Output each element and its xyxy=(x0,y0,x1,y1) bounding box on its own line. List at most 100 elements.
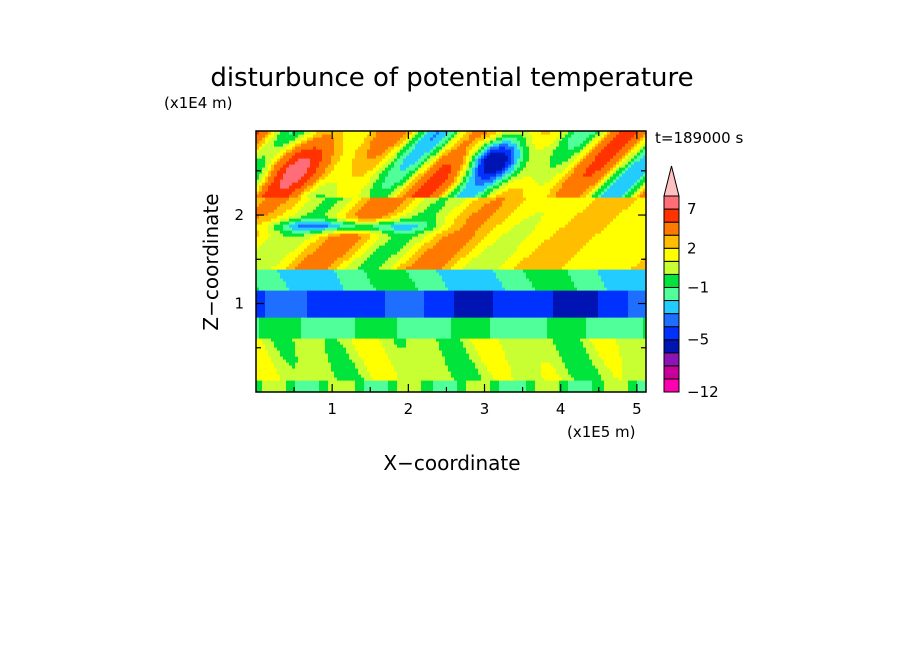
heatmap-cell xyxy=(586,356,590,360)
heatmap-cell xyxy=(616,356,620,360)
heatmap-cell xyxy=(415,389,419,392)
heatmap-cell xyxy=(358,344,362,348)
heatmap-cell xyxy=(268,287,272,291)
heatmap-cell xyxy=(511,317,515,321)
heatmap-cell xyxy=(598,308,602,312)
heatmap-cell xyxy=(364,353,368,357)
heatmap-cell xyxy=(499,389,503,392)
heatmap-cell xyxy=(526,374,530,378)
heatmap-cell xyxy=(358,317,362,321)
heatmap-cell xyxy=(412,332,416,336)
heatmap-cell xyxy=(274,332,278,336)
heatmap-cell xyxy=(475,374,479,378)
heatmap-cell xyxy=(634,365,638,369)
heatmap-cell xyxy=(622,320,626,324)
heatmap-cell xyxy=(466,347,470,351)
heatmap-cell xyxy=(421,338,425,342)
heatmap-cell xyxy=(412,314,416,318)
heatmap-cell xyxy=(316,350,320,354)
heatmap-cell xyxy=(526,353,530,357)
heatmap-cell xyxy=(403,353,407,357)
heatmap-cell xyxy=(415,380,419,384)
heatmap-cell xyxy=(343,359,347,363)
heatmap-cell xyxy=(427,374,431,378)
heatmap-cell xyxy=(403,284,407,288)
heatmap-cell xyxy=(466,365,470,369)
heatmap-cell xyxy=(565,281,569,285)
heatmap-cell xyxy=(325,383,329,387)
heatmap-cell xyxy=(295,296,299,300)
heatmap-cell xyxy=(427,305,431,309)
heatmap-cell xyxy=(586,383,590,387)
heatmap-cell xyxy=(256,350,260,354)
heatmap-cell xyxy=(301,389,305,392)
heatmap-cell xyxy=(628,281,632,285)
heatmap-cell xyxy=(505,368,509,372)
heatmap-cell xyxy=(568,356,572,360)
heatmap-cell xyxy=(619,281,623,285)
heatmap-cell xyxy=(400,347,404,351)
heatmap-cell xyxy=(298,287,302,291)
heatmap-cell xyxy=(433,377,437,381)
heatmap-cell xyxy=(469,362,473,366)
heatmap-cell xyxy=(295,377,299,381)
heatmap-cell xyxy=(430,284,434,288)
heatmap-cell xyxy=(640,299,644,303)
heatmap-cell xyxy=(496,317,500,321)
heatmap-cell xyxy=(562,362,566,366)
heatmap-cell xyxy=(628,380,632,384)
heatmap-cell xyxy=(478,317,482,321)
heatmap-cell xyxy=(643,344,646,348)
heatmap-cell xyxy=(304,350,308,354)
heatmap-cell xyxy=(310,290,314,294)
heatmap-cell xyxy=(502,284,506,288)
heatmap-cell xyxy=(349,389,353,392)
heatmap-cell xyxy=(487,293,491,297)
heatmap-cell xyxy=(616,377,620,381)
heatmap-cell xyxy=(640,368,644,372)
heatmap-cell xyxy=(592,296,596,300)
heatmap-cell xyxy=(463,287,467,291)
heatmap-cell xyxy=(469,356,473,360)
heatmap-cell xyxy=(304,308,308,312)
heatmap-cell xyxy=(295,347,299,351)
heatmap-cell xyxy=(640,338,644,342)
heatmap-cell xyxy=(376,383,380,387)
heatmap-cell xyxy=(625,365,629,369)
heatmap-cell xyxy=(619,350,623,354)
heatmap-cell xyxy=(325,275,329,279)
heatmap-cell xyxy=(568,278,572,282)
heatmap-cell xyxy=(283,380,287,384)
heatmap-cell xyxy=(415,371,419,375)
heatmap-cell xyxy=(415,350,419,354)
heatmap-cell xyxy=(619,284,623,288)
heatmap-cell xyxy=(439,290,443,294)
heatmap-cell xyxy=(352,353,356,357)
heatmap-cell xyxy=(331,302,335,306)
heatmap-cell xyxy=(475,365,479,369)
heatmap-cell xyxy=(562,371,566,375)
heatmap-cell xyxy=(307,293,311,297)
heatmap-cell xyxy=(511,314,515,318)
heatmap-cell xyxy=(268,356,272,360)
heatmap-cell xyxy=(283,287,287,291)
heatmap-cell xyxy=(304,338,308,342)
heatmap-cell xyxy=(343,362,347,366)
heatmap-cell xyxy=(289,323,293,327)
heatmap-cell xyxy=(352,329,356,333)
heatmap-cell xyxy=(568,386,572,390)
heatmap-cell xyxy=(577,359,581,363)
heatmap-cell xyxy=(505,365,509,369)
heatmap-cell xyxy=(613,347,617,351)
heatmap-cell xyxy=(622,317,626,321)
heatmap-cell xyxy=(424,362,428,366)
heatmap-cell xyxy=(394,344,398,348)
heatmap-cell xyxy=(463,389,467,392)
heatmap-cell xyxy=(331,356,335,360)
heatmap-cell xyxy=(577,362,581,366)
heatmap-cell xyxy=(466,293,470,297)
heatmap-cell xyxy=(358,362,362,366)
heatmap-cell xyxy=(601,356,605,360)
heatmap-cell xyxy=(349,284,353,288)
heatmap-cell xyxy=(499,287,503,291)
